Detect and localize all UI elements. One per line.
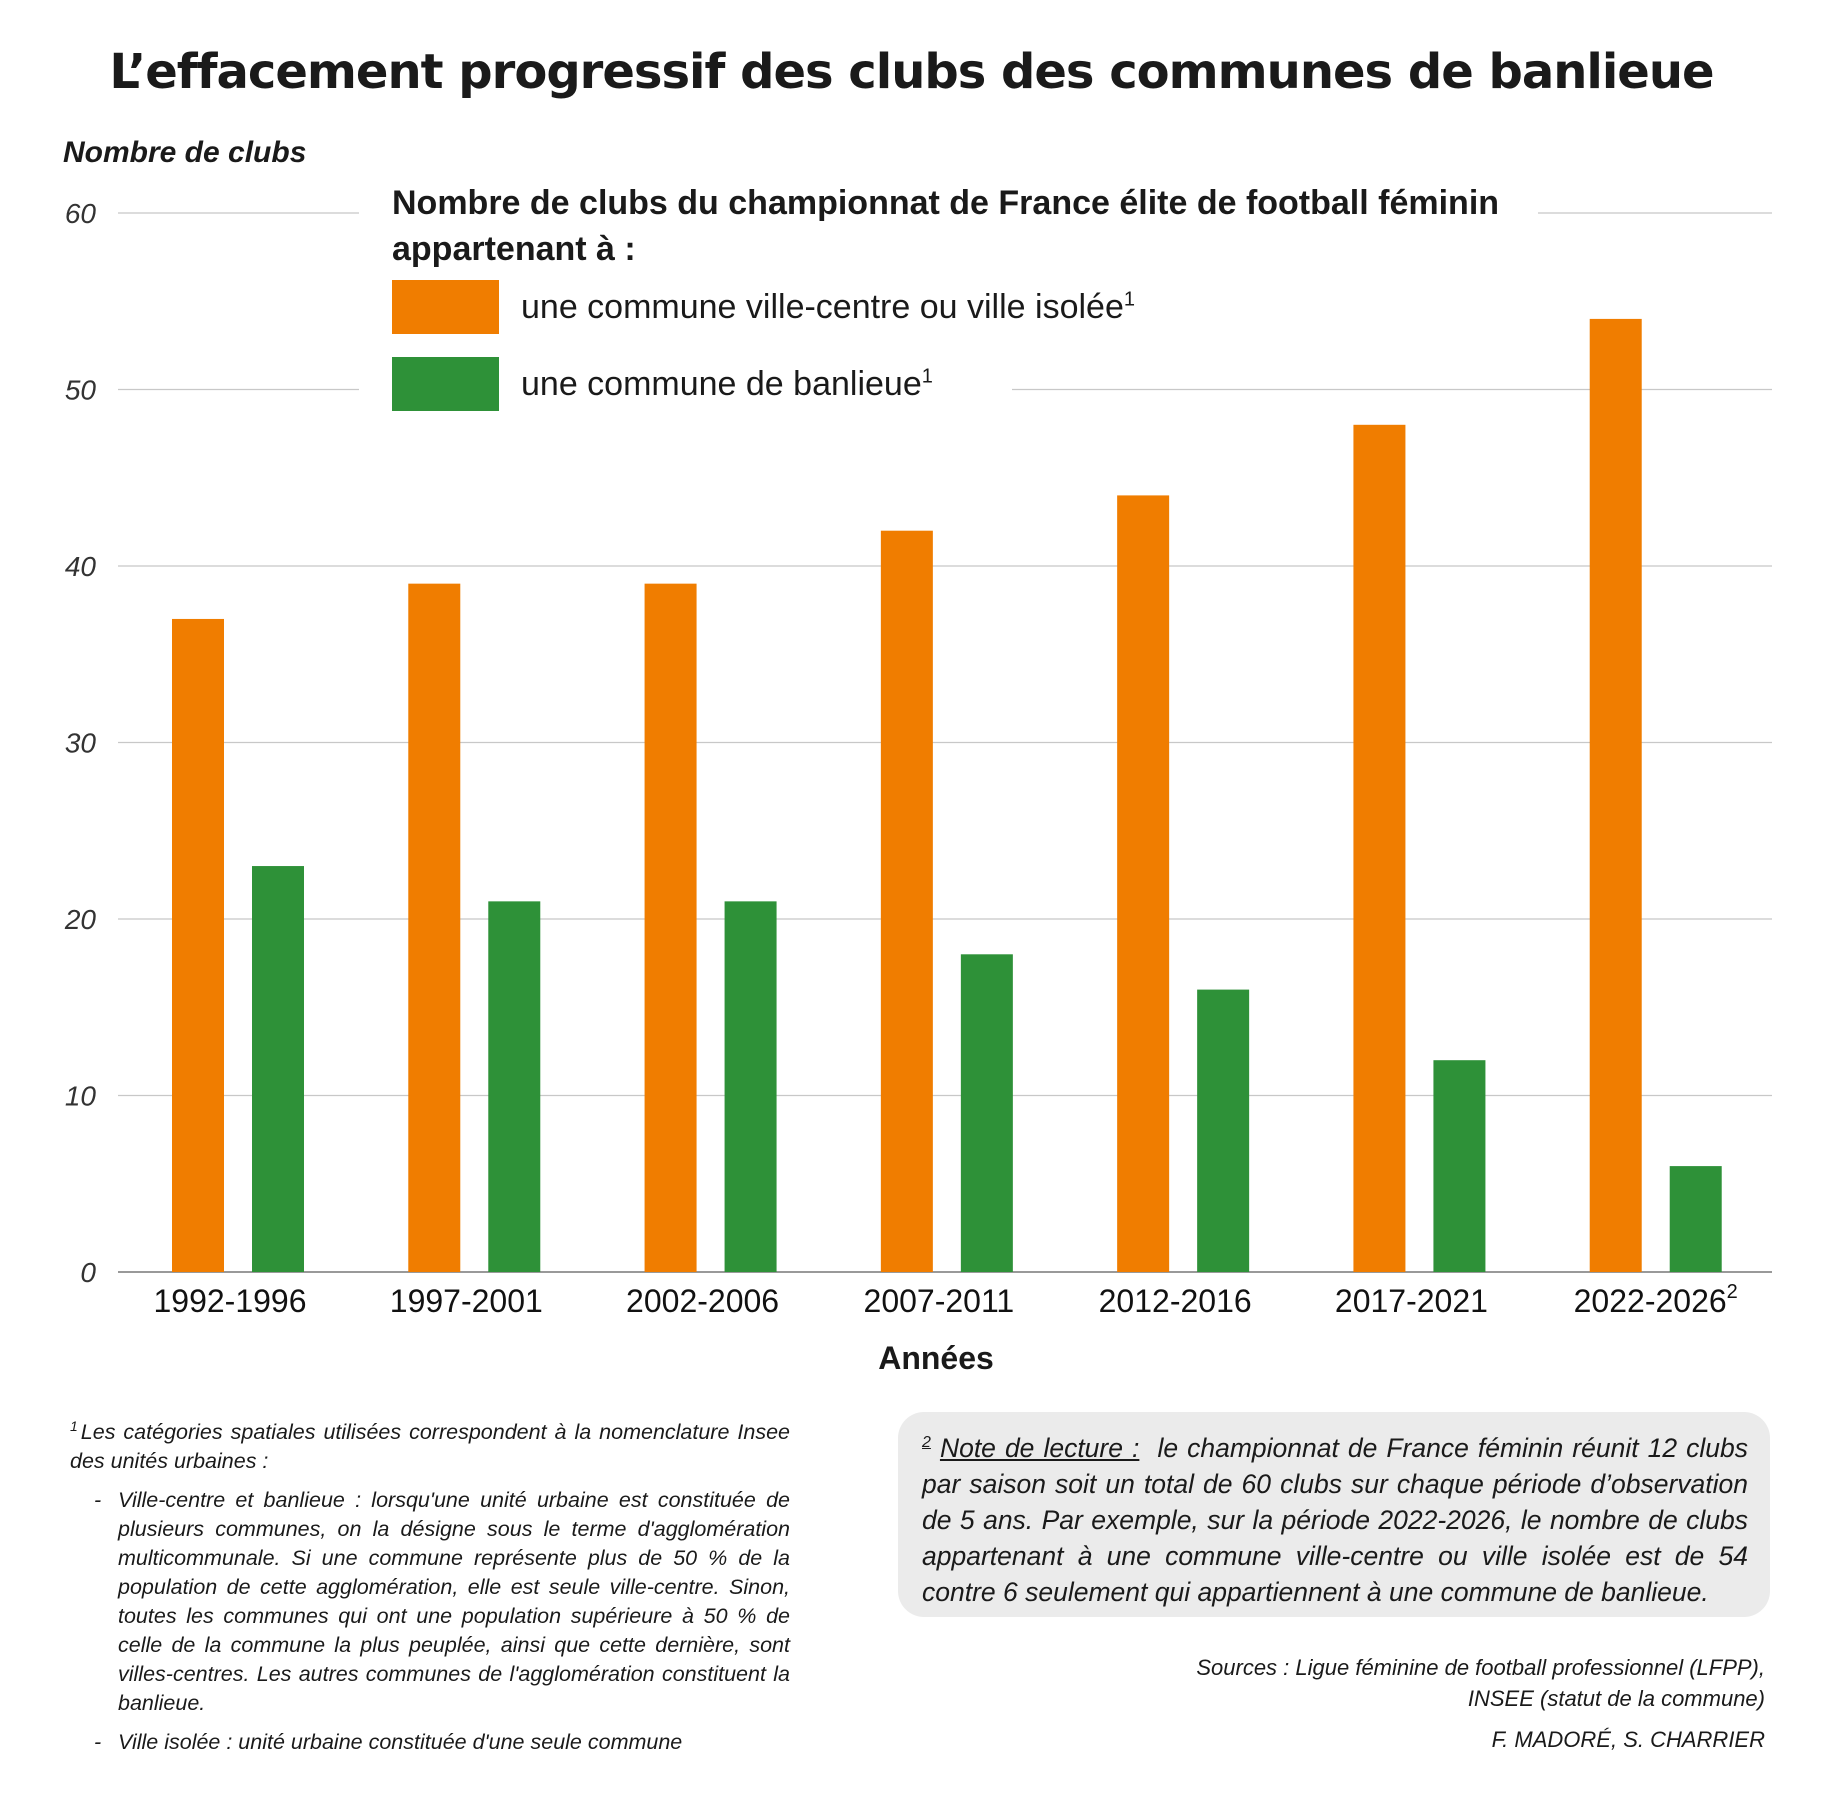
legend-swatch-green — [392, 357, 499, 411]
y-tick-label: 20 — [64, 904, 97, 935]
y-tick-labels: 0 10 20 30 40 50 60 — [64, 198, 97, 1288]
reading-note: 2 Note de lecture : le championnat de Fr… — [898, 1412, 1770, 1617]
x-tick-label: 1992-1996 — [153, 1283, 306, 1319]
gridlines — [118, 212, 1772, 1273]
bar-banlieue — [1669, 1166, 1722, 1272]
bar-banlieue — [1197, 989, 1250, 1272]
sources-line-2: INSEE (statut de la commune) — [1467, 1686, 1765, 1711]
legend-swatch-orange — [392, 280, 499, 334]
x-tick-label: 1997-2001 — [390, 1283, 543, 1319]
legend-sup: 1 — [921, 365, 933, 388]
bar-ville-centre — [408, 583, 461, 1272]
chart-title: L’effacement progressif des clubs des co… — [109, 44, 1714, 100]
bar-ville-centre — [1117, 495, 1170, 1272]
y-tick-label: 60 — [65, 198, 97, 229]
bar-ville-centre — [644, 583, 697, 1272]
sources-line-1: Sources : Ligue féminine de football pro… — [1196, 1655, 1765, 1680]
x-tick-label: 2017-2021 — [1335, 1283, 1488, 1319]
footnote-item-ville-isolee: - Ville isolée : unité urbaine constituée… — [94, 1730, 683, 1755]
note-text: le championnat de France féminin réunit … — [922, 1432, 1748, 1607]
footnote-item-ville-centre: - Ville-centre et banlieue : lorsqu'une u… — [94, 1488, 790, 1716]
note-heading: Note de lecture : — [939, 1432, 1140, 1463]
x-axis-label: Années — [878, 1340, 994, 1376]
bars — [172, 318, 1722, 1272]
bar-ville-centre — [172, 618, 224, 1272]
bar-chart: 0 10 20 30 40 50 60 1992-1996 1997-2001 2002-200… — [64, 198, 1772, 1319]
x-tick-label: 2007-2011 — [864, 1283, 1015, 1319]
x-tick-sup: 2 — [1727, 1281, 1738, 1303]
y-tick-label: 10 — [65, 1081, 97, 1112]
bar-ville-centre — [880, 530, 933, 1272]
legend-sup: 1 — [1123, 288, 1135, 311]
y-tick-label: 0 — [80, 1257, 96, 1288]
y-tick-label: 30 — [65, 728, 97, 759]
x-tick-labels: 1992-1996 1997-2001 2002-2006 2007-2011 2012… — [153, 1281, 1737, 1319]
x-tick-label: 2002-2006 — [626, 1283, 779, 1319]
note-sup: 2 — [922, 1434, 931, 1451]
bar-banlieue — [488, 901, 541, 1272]
bar-ville-centre — [1589, 318, 1642, 1272]
y-axis-label: Nombre de clubs — [63, 136, 307, 169]
bar-banlieue — [724, 901, 777, 1272]
authors: F. MADORÉ, S. CHARRIER — [1491, 1727, 1765, 1752]
legend-item-ville-centre: une commune ville-centre ou ville isolée… — [392, 280, 1135, 334]
footnote-sup: 1 — [70, 1418, 78, 1434]
y-tick-label: 50 — [65, 375, 97, 406]
sources: Sources : Ligue féminine de football pro… — [1196, 1652, 1765, 1714]
legend-label: une commune ville-centre ou ville isolée… — [521, 287, 1135, 326]
legend-item-banlieue: une commune de banlieue1 — [392, 357, 933, 411]
x-tick-label: 2012-2016 — [1099, 1283, 1252, 1319]
legend-title: Nombre de clubs du championnat de France… — [392, 184, 1500, 268]
bar-banlieue — [1433, 1060, 1486, 1272]
bar-ville-centre — [1353, 424, 1406, 1272]
y-tick-label: 40 — [65, 551, 97, 582]
footnote: 1 Les catégories spatiales utilisées corr… — [70, 1412, 790, 1767]
footnote-intro: 1 Les catégories spatiales utilisées corr… — [70, 1418, 790, 1474]
bar-banlieue — [960, 954, 1013, 1272]
legend-label: une commune de banlieue1 — [521, 364, 933, 403]
footnote-list: - Ville-centre et banlieue : lorsqu'une u… — [70, 1486, 790, 1757]
x-tick-label: 2022-20262 — [1574, 1281, 1738, 1319]
bar-banlieue — [252, 866, 304, 1272]
